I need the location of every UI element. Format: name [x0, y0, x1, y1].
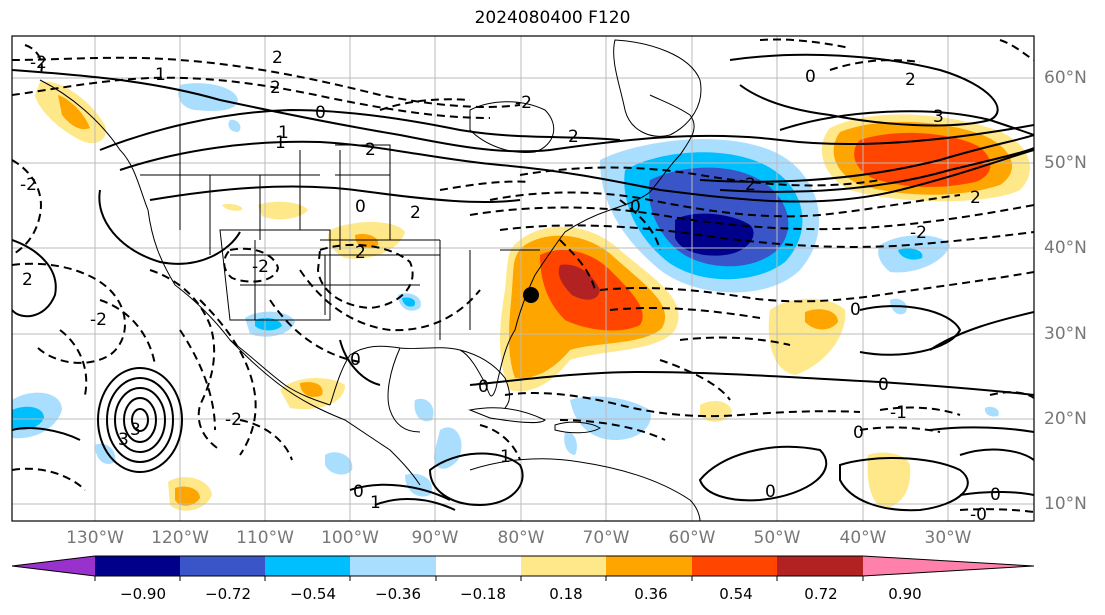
- contour-label: 2: [905, 70, 916, 90]
- lon-label: 40°W: [839, 528, 887, 548]
- lon-label: 30°W: [924, 528, 972, 548]
- lon-label: 120°W: [151, 528, 209, 548]
- contour-label: 2: [272, 48, 283, 68]
- contour-label: 0: [878, 375, 889, 395]
- contour-label: -2: [910, 223, 927, 243]
- colorbar-tick-label: 0.54: [719, 585, 753, 603]
- contour-label: 0: [805, 67, 816, 87]
- contour-label: 0: [478, 377, 489, 397]
- contour-label: 0: [990, 485, 1001, 505]
- contour-label: 2: [365, 140, 376, 160]
- lon-label: 100°W: [321, 528, 379, 548]
- colorbar-over-triangle: [863, 556, 1034, 576]
- colorbar-segment: [95, 556, 180, 576]
- contour-label: 0: [355, 197, 366, 217]
- lat-label: 20°N: [1044, 409, 1087, 429]
- contour-label: 0: [350, 350, 361, 370]
- contour-label: 0: [850, 300, 861, 320]
- map-frame: [11, 35, 1035, 522]
- lon-label: 50°W: [753, 528, 801, 548]
- lat-label: 60°N: [1044, 68, 1087, 88]
- contour-label: 0: [765, 482, 776, 502]
- colorbar-segment: [350, 556, 436, 576]
- contour-label: 2: [568, 127, 579, 147]
- contour-label: -0: [970, 505, 987, 525]
- colorbar-segment: [692, 556, 777, 576]
- colorbar-tick-label: −0.18: [460, 585, 506, 603]
- contour-label: 1: [500, 447, 511, 467]
- contour-label: 0: [853, 423, 864, 443]
- contour-label: 3: [933, 107, 944, 127]
- lat-label: 10°N: [1044, 494, 1087, 514]
- colorbar-segment: [265, 556, 350, 576]
- contour-label: -2: [90, 310, 107, 330]
- contour-label: 2: [410, 203, 421, 223]
- lon-label: 70°W: [582, 528, 630, 548]
- lat-label: 50°N: [1044, 153, 1087, 173]
- lat-label: 40°N: [1044, 238, 1087, 258]
- contour-label-group: -2 1 2 0 2 1 2 0 0 2 3 -2 -2 2 2 3 0 -2 …: [20, 48, 1001, 525]
- contour-label: 2: [22, 270, 33, 290]
- contour-label: 2: [270, 78, 281, 98]
- colorbar-tick-label: 0.36: [634, 585, 668, 603]
- contour-label: -2: [252, 257, 269, 277]
- contour-label: 3: [118, 430, 129, 450]
- lon-label: 110°W: [236, 528, 294, 548]
- contour-lines: [12, 38, 1034, 513]
- colorbar-tick-label: −0.36: [375, 585, 421, 603]
- contour-label: 1: [155, 65, 166, 85]
- lon-label: 60°W: [668, 528, 716, 548]
- contour-label: -2: [30, 53, 47, 73]
- colorbar-segment: [436, 556, 521, 576]
- colorbar-tick-label: −0.72: [205, 585, 251, 603]
- colorbar-under-triangle: [12, 556, 95, 576]
- colorbar-tick-label: −0.54: [290, 585, 336, 603]
- colorbar-tick-label: 0.72: [804, 585, 838, 603]
- contour-label: 0: [353, 482, 364, 502]
- colorbar-segment: [777, 556, 863, 576]
- colorbar-segment: [521, 556, 606, 576]
- contour-label: 2: [745, 175, 756, 195]
- contour-label: 2: [970, 188, 981, 208]
- location-marker: [523, 287, 539, 303]
- colorbar-segment: [606, 556, 692, 576]
- colorbar-tick-label: 0.18: [549, 585, 583, 603]
- colorbar-segment: [180, 556, 265, 576]
- contour-label: -1: [890, 403, 907, 423]
- lon-label: 130°W: [66, 528, 124, 548]
- contour-label: 0: [630, 197, 641, 217]
- contour-label: 1: [278, 123, 289, 143]
- contour-label: 0: [315, 103, 326, 123]
- contour-label: 1: [275, 133, 286, 153]
- colorbar-tick-label: −0.90: [120, 585, 166, 603]
- contour-label: -2: [225, 410, 242, 430]
- contour-label: -2: [515, 93, 532, 113]
- chart-title: 2024080400 F120: [474, 8, 631, 28]
- lat-label: 30°N: [1044, 324, 1087, 344]
- colorbar: [11, 555, 1035, 581]
- contour-label: -2: [20, 175, 37, 195]
- contour-label: 1: [370, 493, 381, 513]
- lon-label: 80°W: [497, 528, 545, 548]
- lon-label: 90°W: [411, 528, 459, 548]
- contour-label: 3: [130, 420, 141, 440]
- colorbar-tick-label: 0.90: [888, 585, 922, 603]
- contour-label: 2: [355, 243, 366, 263]
